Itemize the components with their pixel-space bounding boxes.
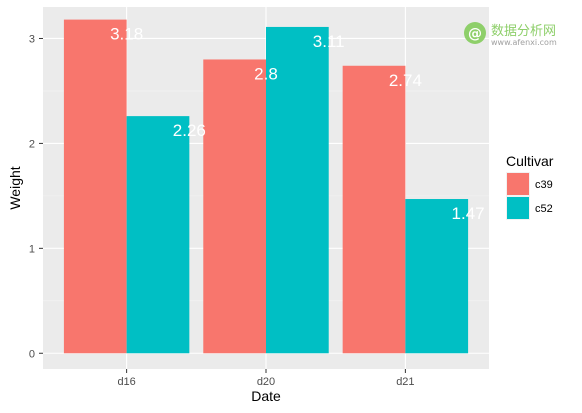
legend-label-c52: c52 <box>535 203 553 215</box>
legend: Cultivar c39 c52 <box>506 153 554 220</box>
y-tick-label: 3 <box>29 33 35 45</box>
x-tick-label: d20 <box>257 376 275 388</box>
y-tick-label: 1 <box>29 243 35 255</box>
bar-c52-d20 <box>266 26 329 354</box>
data-label-c52-d21: 1.47 <box>452 204 485 223</box>
watermark-url: www.afenxi.com <box>491 38 557 47</box>
y-axis-title: Weight <box>7 166 23 209</box>
x-tick-label: d21 <box>396 376 414 388</box>
legend-label-c39: c39 <box>535 179 553 191</box>
bar-c39-d20 <box>203 59 266 354</box>
axes: 0 1 2 3 d16 d20 d21 <box>29 33 415 388</box>
y-tick-label: 2 <box>29 138 35 150</box>
bar-c39-d21 <box>342 65 406 354</box>
bar-c52-d16 <box>126 116 190 354</box>
x-tick-label: d16 <box>117 376 135 388</box>
watermark-logo-glyph: @ <box>468 26 482 42</box>
data-label-c52-d20: 3.11 <box>313 32 345 51</box>
watermark-logo-icon <box>464 22 486 44</box>
bar-c52-d21 <box>405 199 469 354</box>
x-axis-title: Date <box>251 388 281 404</box>
watermark-text: 数据分析网 <box>491 24 556 39</box>
data-label-c52-d16: 2.26 <box>173 121 206 140</box>
data-label-c39-d16: 3.18 <box>110 25 143 44</box>
legend-title: Cultivar <box>506 153 554 169</box>
data-label-c39-d21: 2.74 <box>389 71 422 90</box>
bars <box>63 19 469 354</box>
legend-swatch-c52 <box>507 197 529 219</box>
data-labels: 3.18 2.8 2.74 2.26 3.11 1.47 <box>110 25 485 223</box>
watermark: @ 数据分析网 www.afenxi.com <box>464 22 557 47</box>
data-label-c39-d20: 2.8 <box>254 64 278 83</box>
bar-c39-d16 <box>63 19 127 354</box>
legend-swatch-c39 <box>507 173 529 195</box>
y-tick-label: 0 <box>29 348 35 360</box>
